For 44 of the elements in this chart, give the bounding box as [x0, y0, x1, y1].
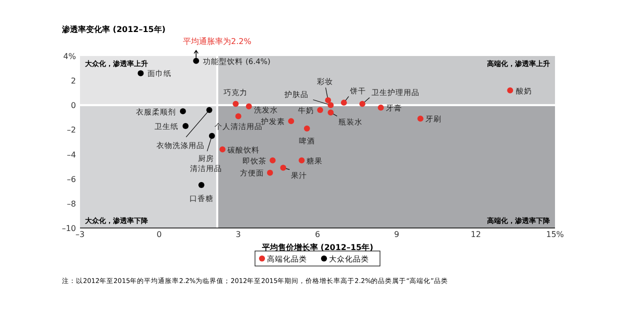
point — [182, 123, 189, 130]
y-tick-label: 2 — [70, 76, 76, 86]
y-tick-label: 0 — [70, 101, 76, 110]
point — [298, 157, 305, 164]
y-tick-label: –10 — [62, 224, 76, 233]
point — [235, 113, 242, 120]
point — [288, 118, 294, 124]
point — [417, 116, 424, 122]
x-axis-title: 平均售价增长率 (2012–15年) — [260, 242, 374, 252]
point — [267, 170, 273, 176]
x-tick-label: 12 — [470, 230, 481, 239]
point — [328, 102, 334, 108]
point — [378, 104, 384, 111]
x-tick-label: 0 — [156, 230, 162, 239]
x-tick-label: 9 — [394, 230, 400, 239]
chart-title: 渗透率变化率 (2012–15年) — [61, 24, 166, 34]
point — [359, 100, 366, 107]
point — [325, 97, 332, 104]
point — [317, 107, 324, 114]
point — [208, 132, 215, 139]
y-tick-label: –6 — [66, 174, 76, 184]
x-tick-label: 15% — [546, 230, 564, 239]
point — [220, 146, 226, 152]
point — [232, 100, 239, 107]
point — [138, 70, 144, 76]
point — [198, 182, 204, 188]
point — [328, 110, 334, 116]
y-tick-label: 4% — [63, 52, 76, 61]
ref-line-label: 平均通胀率为2.2% — [183, 37, 252, 46]
point — [280, 164, 286, 171]
x-tick-label: –3 — [75, 230, 85, 239]
y-tick-label: –2 — [66, 126, 76, 135]
point — [180, 108, 186, 114]
point — [304, 125, 310, 132]
point — [193, 58, 200, 64]
point — [270, 157, 276, 164]
x-tick-label: 3 — [236, 230, 241, 239]
point — [246, 103, 252, 110]
point — [340, 100, 347, 106]
x-tick-label: 6 — [314, 230, 320, 239]
y-tick-label: –8 — [66, 199, 76, 208]
point — [507, 87, 514, 94]
y-tick-label: –4 — [66, 150, 76, 160]
point — [206, 107, 212, 114]
